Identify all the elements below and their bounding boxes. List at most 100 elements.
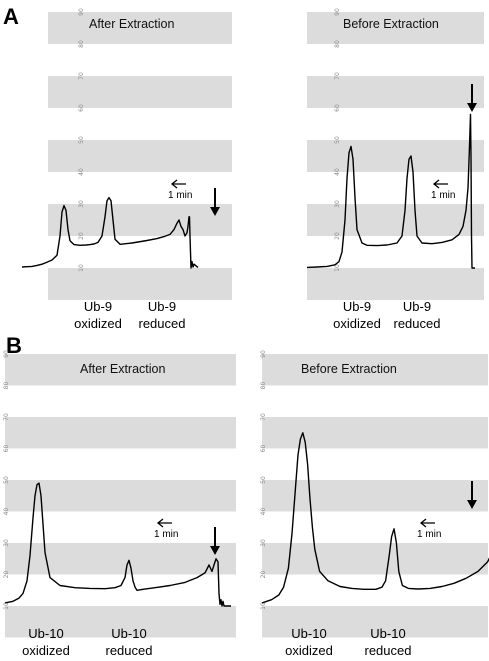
y-tick-label: 30 [78,200,85,208]
y-tick-label: 60 [334,104,341,112]
down-arrow-icon [467,84,477,112]
y-tick-label: 80 [334,40,341,48]
peak-label-oxidized: Ub-10 oxidized [285,626,333,658]
down-arrow-icon [210,188,220,216]
y-tick-label: 20 [3,571,10,579]
peak-state: oxidized [74,316,122,331]
y-tick-label: 30 [260,539,267,547]
y-tick-labels: 10 20 30 40 50 60 70 80 90 [3,350,10,610]
grid-band [307,76,484,108]
time-scale-label: 1 min [168,190,192,201]
chart-a-before-extraction: 10 20 30 40 50 60 70 80 90 Before Extraction 1 m… [306,8,484,331]
time-scale-indicator: 1 min [154,518,178,540]
grid-band [48,268,232,300]
time-scale-indicator: 1 min [417,518,441,540]
chart-title: After Extraction [80,362,165,376]
y-tick-label: 70 [78,72,85,80]
grid-band [262,417,488,449]
chromatogram-trace [261,432,489,604]
chart-a-after-extraction: 10 20 30 40 50 60 70 80 90 After Extraction 1 mi… [21,8,232,331]
peak-state: oxidized [285,643,333,658]
grid-band [262,543,488,575]
y-tick-label: 40 [334,168,341,176]
peak-name: Ub-10 [370,626,405,641]
y-tick-label: 80 [3,382,10,390]
y-tick-label: 40 [78,168,85,176]
y-tick-labels: 10 20 30 40 50 60 70 80 90 [334,8,341,272]
peak-name: Ub-10 [111,626,146,641]
chart-title: Before Extraction [301,362,397,376]
grid-bands [48,12,232,300]
y-tick-label: 10 [334,264,341,272]
chromatogram-trace [21,196,199,269]
y-tick-label: 20 [260,571,267,579]
left-arrow-icon [156,518,172,528]
grid-band [5,606,236,638]
y-tick-labels: 10 20 30 40 50 60 70 80 90 [260,350,267,610]
peak-label-oxidized: Ub-10 oxidized [22,626,70,658]
time-scale-indicator: 1 min [168,179,192,201]
y-tick-label: 50 [260,476,267,484]
peak-name: Ub-9 [343,299,371,314]
y-tick-label: 80 [78,40,85,48]
grid-band [48,12,232,44]
y-tick-label: 70 [334,72,341,80]
peak-state: oxidized [22,643,70,658]
y-tick-label: 50 [334,136,341,144]
y-tick-label: 40 [260,508,267,516]
grid-band [5,480,236,512]
grid-band [262,606,488,638]
grid-band [5,417,236,449]
chromatogram-trace [4,482,231,607]
grid-band [48,140,232,172]
y-tick-label: 20 [334,232,341,240]
y-tick-label: 60 [78,104,85,112]
y-tick-label: 30 [334,200,341,208]
y-tick-label: 70 [3,413,10,421]
y-tick-label: 30 [3,539,10,547]
time-scale-label: 1 min [417,529,441,540]
y-tick-label: 90 [78,8,85,16]
grid-band [5,354,236,386]
grid-bands [262,354,488,638]
grid-band [307,204,484,236]
y-tick-label: 20 [78,232,85,240]
peak-state: reduced [106,643,153,658]
grid-bands [5,354,236,638]
down-arrow-icon [467,481,477,509]
y-tick-labels: 10 20 30 40 50 60 70 80 90 [78,8,85,272]
y-tick-label: 90 [334,8,341,16]
y-tick-label: 80 [260,382,267,390]
peak-label-reduced: Ub-9 reduced [394,299,441,331]
grid-band [307,12,484,44]
peak-state: reduced [139,316,186,331]
peak-name: Ub-10 [291,626,326,641]
y-tick-label: 10 [260,602,267,610]
y-tick-label: 50 [3,476,10,484]
chart-b-before-extraction: 10 20 30 40 50 60 70 80 90 Before Extraction 1 m… [260,350,489,658]
peak-state: reduced [365,643,412,658]
y-tick-label: 50 [78,136,85,144]
peak-name: Ub-9 [84,299,112,314]
y-tick-label: 10 [3,602,10,610]
peak-name: Ub-10 [28,626,63,641]
grid-band [5,543,236,575]
y-tick-label: 60 [260,445,267,453]
y-tick-label: 60 [3,445,10,453]
peak-label-oxidized: Ub-9 oxidized [333,299,381,331]
grid-band [48,204,232,236]
y-tick-label: 90 [3,350,10,358]
y-tick-label: 10 [78,264,85,272]
grid-bands [307,12,484,300]
grid-band [307,268,484,300]
chart-title: After Extraction [89,17,174,31]
left-arrow-icon [170,179,186,189]
chart-b-after-extraction: 10 20 30 40 50 60 70 80 90 After Extraction 1 mi… [3,350,236,658]
peak-label-reduced: Ub-9 reduced [139,299,186,331]
y-tick-label: 70 [260,413,267,421]
left-arrow-icon [419,518,435,528]
time-scale-label: 1 min [431,190,455,201]
chromatogram-trace [306,113,475,269]
panel-letter-a: A [3,4,19,29]
